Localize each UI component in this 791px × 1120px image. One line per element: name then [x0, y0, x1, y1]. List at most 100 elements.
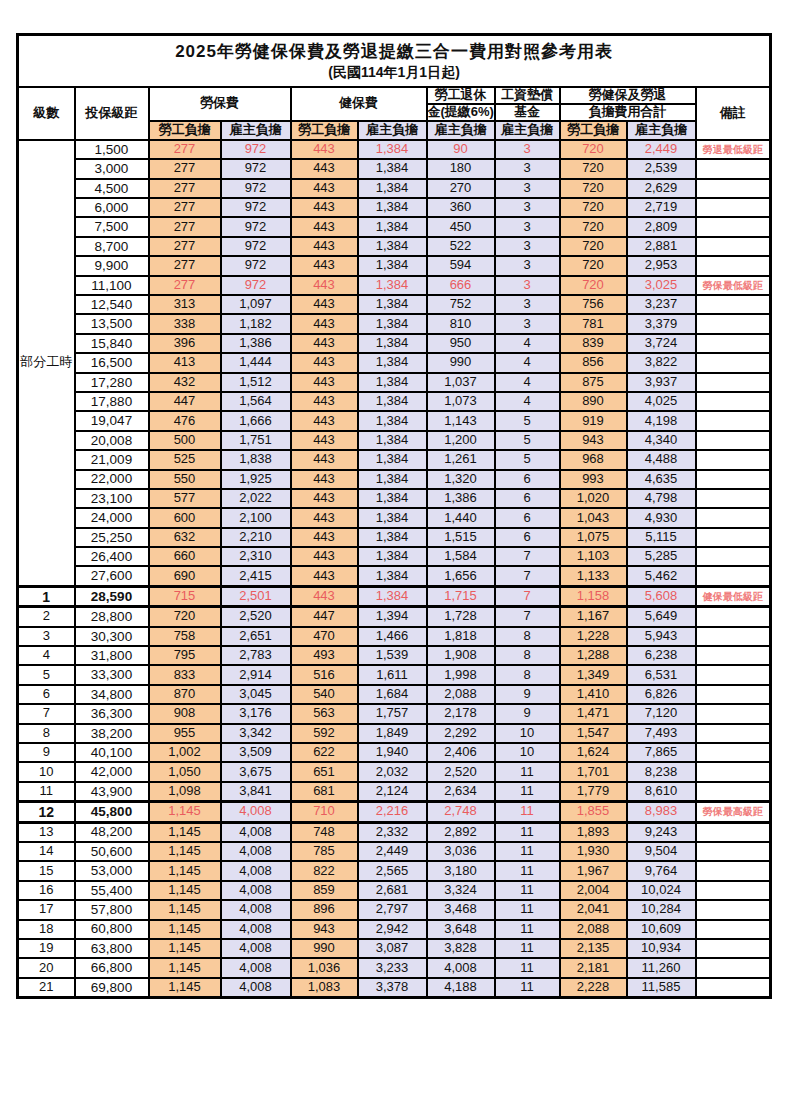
- cell-health-employee: 443: [291, 547, 358, 566]
- fee-reference-sheet: 2025年勞健保保費及勞退提繳三合一費用對照參考用表 (民國114年1月1日起)…: [16, 33, 772, 999]
- cell-bracket: 60,800: [75, 920, 149, 939]
- cell-health-employee: 822: [291, 861, 358, 880]
- cell-wage-fund-employer: 3: [495, 217, 560, 236]
- table-row: 16,5004131,4444431,38499048563,822: [18, 353, 771, 372]
- cell-wage-fund-employer: 4: [495, 353, 560, 372]
- cell-remark: [696, 566, 771, 586]
- cell-pension-employer: 950: [427, 334, 495, 353]
- cell-health-employer: 3,087: [358, 939, 427, 958]
- cell-pension-employer: 1,037: [427, 373, 495, 392]
- table-row: 228,8007202,5204471,3941,72871,1675,649: [18, 607, 771, 627]
- cell-labor-employer: 972: [221, 140, 291, 159]
- cell-health-employee: 710: [291, 802, 358, 822]
- cell-remark: [696, 861, 771, 880]
- cell-level: 12: [18, 802, 75, 822]
- cell-pension-employer: 2,520: [427, 762, 495, 781]
- header-labor-employer-share: 雇主負擔: [221, 121, 291, 140]
- cell-labor-employer: 1,097: [221, 295, 291, 314]
- cell-bracket: 23,100: [75, 489, 149, 508]
- cell-labor-employee: 432: [149, 373, 221, 392]
- table-row: 11,1002779724431,38466637203,025勞保最低級距: [18, 276, 771, 295]
- cell-pension-employer: 594: [427, 256, 495, 275]
- cell-health-employee: 443: [291, 411, 358, 430]
- header-health-employer-share: 雇主負擔: [358, 121, 427, 140]
- cell-health-employer: 1,394: [358, 607, 427, 627]
- cell-total-employee: 1,547: [560, 724, 627, 743]
- cell-level: 14: [18, 842, 75, 861]
- cell-total-employee: 968: [560, 450, 627, 469]
- cell-pension-employer: 180: [427, 159, 495, 178]
- cell-bracket: 38,200: [75, 724, 149, 743]
- table-row: 20,0085001,7514431,3841,20059434,340: [18, 431, 771, 450]
- fee-table: 2025年勞健保保費及勞退提繳三合一費用對照參考用表 (民國114年1月1日起)…: [16, 33, 772, 999]
- cell-remark: [696, 256, 771, 275]
- cell-health-employer: 1,384: [358, 373, 427, 392]
- cell-health-employee: 443: [291, 334, 358, 353]
- header-bracket: 投保級距: [75, 87, 149, 140]
- cell-bracket: 22,000: [75, 470, 149, 489]
- table-row: 1963,8001,1454,0089903,0873,828112,13510…: [18, 939, 771, 958]
- cell-remark: [696, 724, 771, 743]
- table-row: 19,0474761,6664431,3841,14359194,198: [18, 411, 771, 430]
- cell-pension-employer: 752: [427, 295, 495, 314]
- cell-labor-employer: 1,666: [221, 411, 291, 430]
- cell-health-employer: 2,681: [358, 881, 427, 900]
- cell-health-employer: 2,332: [358, 822, 427, 842]
- table-row: 1860,8001,1454,0089432,9423,648112,08810…: [18, 920, 771, 939]
- cell-health-employee: 443: [291, 392, 358, 411]
- cell-health-employee: 443: [291, 276, 358, 295]
- table-row: 634,8008703,0455401,6842,08891,4106,826: [18, 685, 771, 704]
- cell-total-employer: 8,983: [627, 802, 696, 822]
- cell-remark: [696, 627, 771, 646]
- cell-health-employer: 1,384: [358, 450, 427, 469]
- cell-remark: [696, 411, 771, 430]
- cell-bracket: 31,800: [75, 646, 149, 665]
- cell-health-employer: 1,684: [358, 685, 427, 704]
- cell-labor-employee: 277: [149, 159, 221, 178]
- cell-wage-fund-employer: 3: [495, 314, 560, 333]
- cell-labor-employee: 690: [149, 566, 221, 586]
- cell-health-employee: 443: [291, 353, 358, 372]
- table-row: 27,6006902,4154431,3841,65671,1335,462: [18, 566, 771, 586]
- cell-health-employee: 443: [291, 373, 358, 392]
- cell-health-employer: 2,565: [358, 861, 427, 880]
- cell-wage-fund-employer: 6: [495, 508, 560, 527]
- cell-level: 5: [18, 665, 75, 684]
- cell-level: 16: [18, 881, 75, 900]
- cell-level: 4: [18, 646, 75, 665]
- cell-remark: [696, 685, 771, 704]
- cell-total-employer: 7,865: [627, 743, 696, 762]
- cell-health-employer: 1,384: [358, 353, 427, 372]
- cell-wage-fund-employer: 11: [495, 900, 560, 919]
- cell-health-employer: 1,757: [358, 704, 427, 723]
- cell-health-employee: 1,036: [291, 958, 358, 977]
- cell-labor-employee: 277: [149, 179, 221, 198]
- cell-wage-fund-employer: 3: [495, 198, 560, 217]
- cell-total-employee: 943: [560, 431, 627, 450]
- cell-total-employer: 5,285: [627, 547, 696, 566]
- table-row: 4,5002779724431,38427037202,629: [18, 179, 771, 198]
- cell-pension-employer: 2,406: [427, 743, 495, 762]
- cell-remark: 勞保最低級距: [696, 276, 771, 295]
- table-row: 9,9002779724431,38459437202,953: [18, 256, 771, 275]
- cell-remark: [696, 179, 771, 198]
- table-row: 22,0005501,9254431,3841,32069934,635: [18, 470, 771, 489]
- cell-health-employee: 563: [291, 704, 358, 723]
- cell-pension-employer: 3,468: [427, 900, 495, 919]
- cell-pension-employer: 90: [427, 140, 495, 159]
- cell-total-employee: 2,228: [560, 978, 627, 998]
- cell-health-employer: 1,384: [358, 586, 427, 606]
- cell-health-employee: 990: [291, 939, 358, 958]
- cell-pension-employer: 1,386: [427, 489, 495, 508]
- cell-remark: [696, 607, 771, 627]
- cell-bracket: 16,500: [75, 353, 149, 372]
- cell-level: 7: [18, 704, 75, 723]
- cell-total-employee: 875: [560, 373, 627, 392]
- cell-total-employee: 2,135: [560, 939, 627, 958]
- cell-total-employer: 5,608: [627, 586, 696, 606]
- cell-bracket: 24,000: [75, 508, 149, 527]
- cell-bracket: 26,400: [75, 547, 149, 566]
- cell-remark: [696, 842, 771, 861]
- cell-pension-employer: 2,748: [427, 802, 495, 822]
- cell-labor-employer: 4,008: [221, 861, 291, 880]
